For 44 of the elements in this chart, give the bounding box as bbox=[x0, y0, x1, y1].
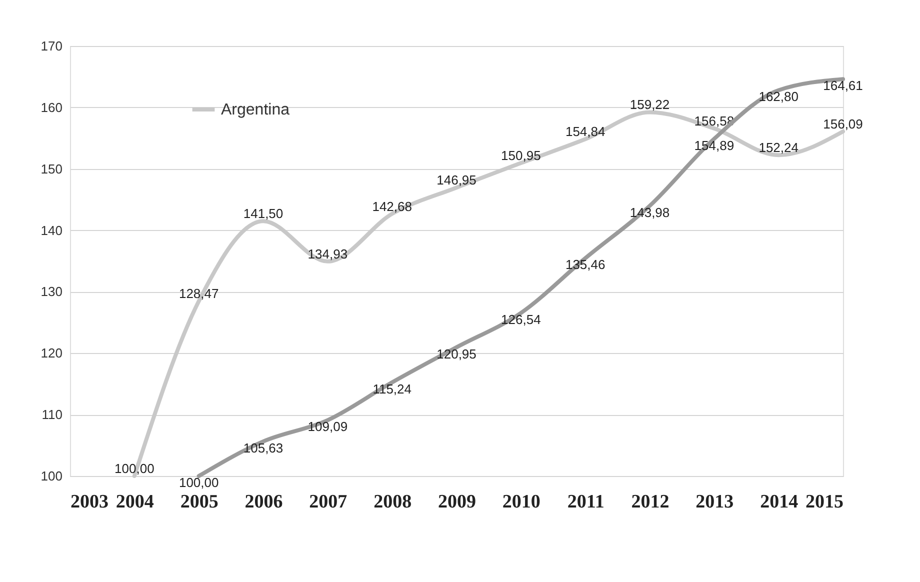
data-label: 128,47 bbox=[178, 286, 219, 302]
data-label: 100,00 bbox=[178, 475, 219, 490]
data-label: 154,84 bbox=[565, 124, 606, 140]
y-tick-label: 100 bbox=[40, 468, 62, 484]
y-tick-label: 140 bbox=[40, 222, 62, 238]
data-label: 109,09 bbox=[308, 419, 348, 434]
data-label: 154,89 bbox=[694, 138, 734, 153]
data-label: 134,93 bbox=[308, 246, 348, 262]
y-tick-label: 120 bbox=[40, 346, 62, 361]
y-tick-label: 130 bbox=[40, 284, 62, 300]
data-label: 150,95 bbox=[501, 148, 541, 164]
legend-label: Argentina bbox=[221, 102, 290, 118]
data-label: 141,50 bbox=[243, 206, 284, 222]
x-tick-label: 2015 bbox=[806, 492, 844, 512]
y-tick-label: 170 bbox=[40, 38, 62, 54]
data-label: 146,95 bbox=[436, 172, 476, 188]
x-tick-label: 2013 bbox=[696, 492, 734, 512]
data-label: 105,63 bbox=[243, 440, 284, 456]
data-label: 100,00 bbox=[114, 461, 154, 476]
data-label: 152,24 bbox=[758, 140, 798, 156]
x-tick-label: 2014 bbox=[760, 492, 799, 512]
y-tick-label: 150 bbox=[40, 161, 62, 176]
data-label: 135,46 bbox=[565, 257, 606, 272]
x-tick-label: 2004 bbox=[116, 492, 154, 512]
x-tick-label: 2012 bbox=[631, 492, 670, 512]
x-tick-label: 2010 bbox=[502, 492, 540, 512]
data-label: 126,54 bbox=[501, 312, 541, 327]
x-tick-label: 2011 bbox=[567, 492, 604, 512]
data-label: 120,95 bbox=[436, 346, 476, 362]
y-tick-label: 160 bbox=[40, 100, 62, 115]
data-label: 164,61 bbox=[823, 78, 863, 94]
x-tick-label: 2005 bbox=[180, 492, 218, 512]
data-label: 159,22 bbox=[630, 97, 670, 112]
data-label: 143,98 bbox=[630, 204, 670, 220]
x-tick-label: 2009 bbox=[438, 492, 476, 512]
data-label: 115,24 bbox=[372, 381, 412, 396]
y-tick-label: 110 bbox=[42, 407, 62, 422]
data-label: 142,68 bbox=[372, 198, 412, 214]
data-label: 162,80 bbox=[758, 89, 798, 104]
x-tick-label: 2003 bbox=[70, 492, 108, 512]
x-tick-label: 2006 bbox=[244, 492, 283, 512]
data-label: 156,09 bbox=[823, 116, 863, 132]
x-tick-label: 2007 bbox=[309, 492, 348, 512]
x-tick-label: 2008 bbox=[374, 492, 412, 512]
